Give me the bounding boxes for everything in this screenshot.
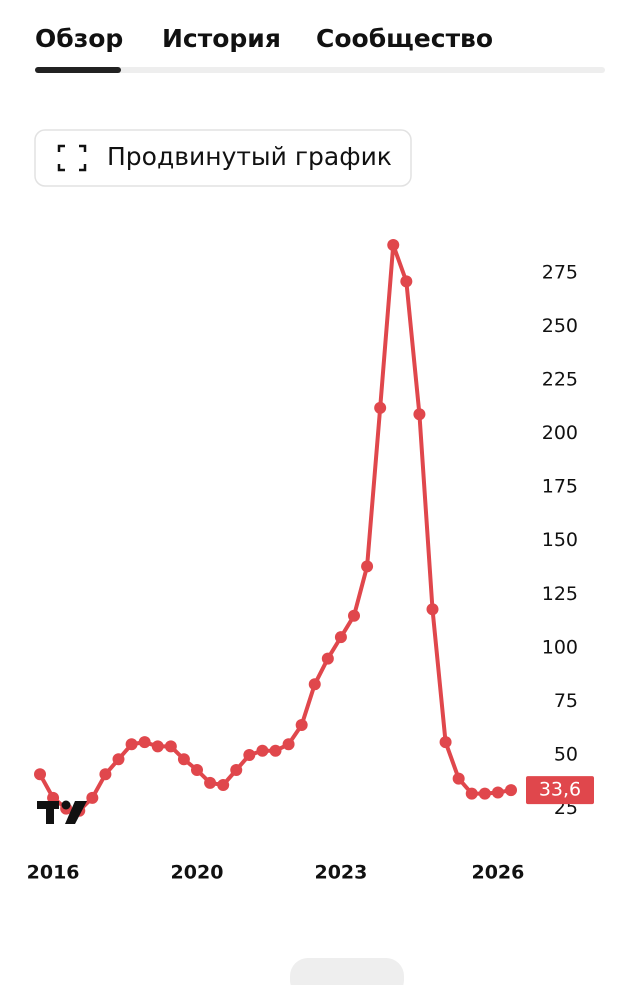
button-label: Продвинутый график	[107, 142, 392, 171]
point	[217, 779, 230, 791]
point	[465, 787, 478, 800]
y-tick-label: 225	[542, 369, 578, 391]
point	[413, 408, 426, 421]
point	[269, 744, 282, 757]
point	[282, 738, 295, 751]
y-tick-label: 250	[542, 315, 578, 337]
point	[151, 740, 164, 753]
point	[112, 753, 125, 766]
y-tick-label: 125	[542, 583, 578, 605]
tab-track	[35, 67, 605, 73]
y-tick-label: 175	[542, 476, 578, 498]
expand-icon	[57, 144, 87, 172]
point	[439, 736, 452, 749]
tab-indicator	[35, 67, 121, 73]
line	[38, 243, 512, 813]
point	[230, 764, 243, 776]
y-tick-label: 50	[554, 744, 578, 766]
y-tick-label: 200	[542, 422, 578, 444]
advanced-chart-button[interactable]: Продвинутый график	[34, 129, 412, 187]
point	[191, 764, 203, 776]
tab[interactable]: История	[162, 24, 281, 53]
point	[400, 275, 413, 288]
point	[321, 652, 334, 665]
point	[374, 401, 387, 414]
y-tick-label: 150	[542, 529, 578, 551]
x-tick-label: 2023	[314, 862, 367, 884]
y-tick-label: 75	[554, 690, 578, 712]
point	[334, 631, 347, 644]
point	[295, 719, 308, 731]
tab[interactable]: Сообщество	[316, 24, 493, 53]
point	[243, 749, 256, 761]
point	[452, 772, 465, 785]
y-tick-label: 275	[542, 261, 578, 283]
button-frame	[34, 129, 412, 187]
point	[491, 786, 504, 799]
point	[387, 239, 400, 251]
point	[505, 784, 517, 797]
tradingview-logo	[37, 800, 87, 824]
point	[426, 603, 439, 616]
x-tick-label: 2026	[471, 862, 524, 884]
last-value-box	[526, 776, 594, 805]
point	[204, 776, 217, 789]
point	[308, 678, 321, 691]
point	[99, 768, 112, 781]
x-tick-label: 2016	[27, 862, 80, 884]
point	[478, 787, 491, 800]
point	[138, 736, 151, 749]
point	[361, 560, 374, 573]
point	[47, 791, 60, 804]
point	[256, 744, 269, 757]
point	[348, 609, 360, 622]
point	[164, 740, 177, 753]
range-tab-active[interactable]	[290, 958, 404, 989]
last-value-label: 33,6	[539, 779, 581, 801]
point	[177, 753, 190, 766]
point	[34, 768, 46, 781]
tab[interactable]: Обзор	[35, 24, 123, 53]
point	[125, 738, 138, 751]
y-tick-label: 100	[542, 636, 578, 658]
x-tick-label: 2020	[171, 862, 224, 884]
point	[86, 791, 99, 804]
